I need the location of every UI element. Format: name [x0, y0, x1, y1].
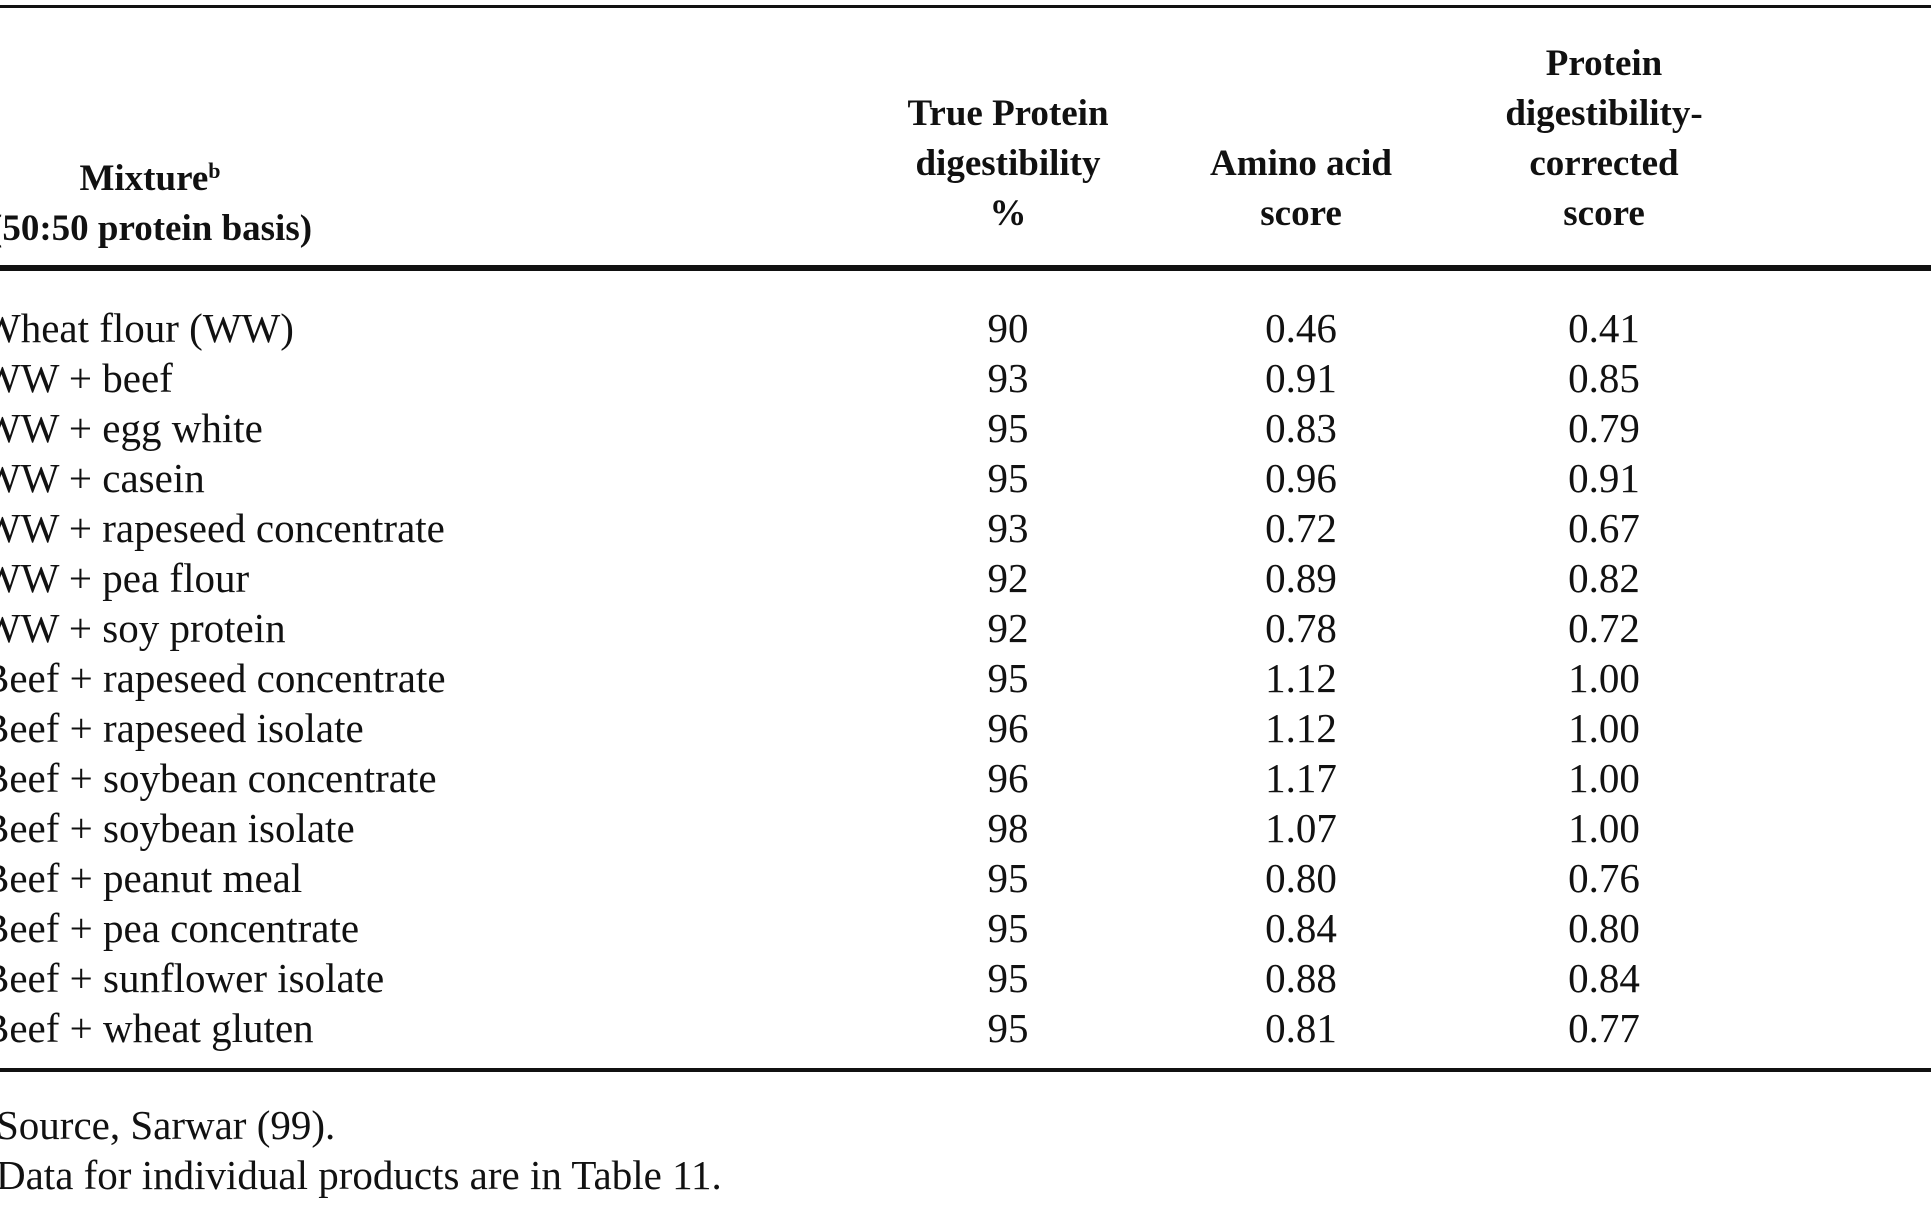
column-header: score: [1563, 193, 1645, 234]
header-rule: [0, 265, 1931, 271]
mixture-basis: (50:50 protein basis): [0, 208, 313, 249]
cell: 1.07: [1265, 805, 1337, 851]
row-label: WW + beef: [0, 355, 173, 401]
cell: 0.72: [1568, 605, 1640, 651]
row-label: Wheat flour (WW): [0, 305, 294, 351]
cell: 1.00: [1568, 655, 1640, 701]
cell: 95: [987, 1005, 1029, 1051]
cell: 93: [987, 355, 1029, 401]
column-header: True Protein: [907, 93, 1109, 134]
cell: 95: [987, 905, 1029, 951]
cell: 95: [987, 455, 1029, 501]
cell: 0.67: [1568, 505, 1640, 551]
footnote-mark: b: [208, 158, 221, 183]
row-label: Beef + soybean isolate: [0, 805, 355, 851]
column-header: Amino acid: [1210, 143, 1392, 184]
cell: 0.84: [1568, 955, 1640, 1001]
cell: 98: [987, 805, 1029, 851]
cell: 0.91: [1265, 355, 1337, 401]
row-label: Beef + pea concentrate: [0, 905, 360, 951]
cell: 0.88: [1265, 955, 1337, 1001]
cell: 0.46: [1265, 305, 1337, 351]
cell: 1.12: [1265, 705, 1337, 751]
row-label: WW + egg white: [0, 405, 263, 451]
cell: 0.80: [1265, 855, 1337, 901]
cell: 0.76: [1568, 855, 1640, 901]
cell: 0.79: [1568, 405, 1640, 451]
footnote: Data for individual products are in Tabl…: [0, 1152, 722, 1198]
row-label: Beef + rapeseed isolate: [0, 705, 364, 751]
cell: 0.77: [1568, 1005, 1640, 1051]
cell: 1.00: [1568, 755, 1640, 801]
column-header: corrected: [1529, 143, 1679, 184]
row-label: WW + casein: [0, 455, 205, 501]
cell: 96: [987, 755, 1029, 801]
cell: 0.72: [1265, 505, 1337, 551]
cell: 92: [987, 605, 1029, 651]
cell: 0.78: [1265, 605, 1337, 651]
cell: 1.17: [1265, 755, 1337, 801]
row-label: Beef + soybean concentrate: [0, 755, 437, 801]
footnote: Source, Sarwar (99).: [0, 1102, 336, 1148]
cell: 0.84: [1265, 905, 1337, 951]
bottom-rule: [0, 1068, 1931, 1072]
column-header: Protein: [1545, 43, 1663, 84]
cell: 92: [987, 555, 1029, 601]
top-rule: [0, 5, 1931, 8]
column-header: digestibility-: [1505, 93, 1703, 134]
row-label: Beef + wheat gluten: [0, 1005, 314, 1051]
row-label: WW + soy protein: [0, 605, 286, 651]
cell: 95: [987, 405, 1029, 451]
column-header: digestibility: [915, 143, 1101, 184]
cell: 95: [987, 655, 1029, 701]
cell: 96: [987, 705, 1029, 751]
row-label: Beef + rapeseed concentrate: [0, 655, 446, 701]
cell: 0.81: [1265, 1005, 1337, 1051]
column-header: score: [1260, 193, 1342, 234]
cell: 0.82: [1568, 555, 1640, 601]
cell: 1.00: [1568, 805, 1640, 851]
cell: 95: [987, 955, 1029, 1001]
row-label: WW + pea flour: [0, 555, 250, 601]
cell: 0.91: [1568, 455, 1640, 501]
cell: 0.80: [1568, 905, 1640, 951]
cell: 0.85: [1568, 355, 1640, 401]
cell: 1.12: [1265, 655, 1337, 701]
cell: 0.83: [1265, 405, 1337, 451]
cell: 90: [987, 305, 1029, 351]
row-label: WW + rapeseed concentrate: [0, 505, 445, 551]
cell: 0.96: [1265, 455, 1337, 501]
mixture-label: Mixture: [79, 158, 209, 199]
cell: 0.41: [1568, 305, 1640, 351]
row-label: Beef + sunflower isolate: [0, 955, 385, 1001]
cell: 0.89: [1265, 555, 1337, 601]
cell: 95: [987, 855, 1029, 901]
cell: 93: [987, 505, 1029, 551]
mixture-header: Mixtureb: [79, 158, 221, 199]
row-label: Beef + peanut meal: [0, 855, 303, 901]
column-header: %: [989, 193, 1027, 234]
cell: 1.00: [1568, 705, 1640, 751]
